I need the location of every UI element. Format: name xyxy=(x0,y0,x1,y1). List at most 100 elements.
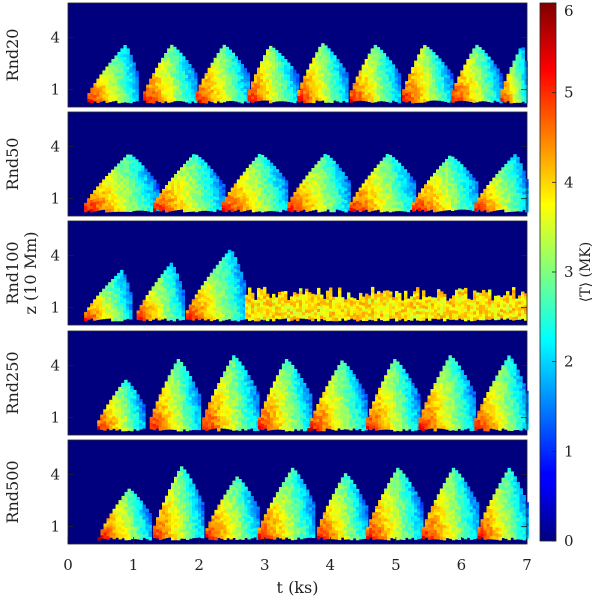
heatmap-cell xyxy=(326,206,330,210)
heatmap-cell xyxy=(349,96,354,100)
heatmap-cell xyxy=(142,308,146,313)
heatmap-cell xyxy=(478,89,482,93)
heatmap-cell xyxy=(509,73,513,77)
heatmap-cell xyxy=(117,293,121,298)
heatmap-cell xyxy=(408,94,412,99)
heatmap-cell xyxy=(486,206,490,210)
heatmap-cell xyxy=(300,91,304,95)
heatmap-cell xyxy=(469,80,473,84)
heatmap-cell xyxy=(370,57,375,61)
heatmap-cell xyxy=(510,205,514,209)
heatmap-cell xyxy=(233,183,238,187)
heatmap-cell xyxy=(299,288,303,292)
heatmap-cell xyxy=(438,70,442,74)
heatmap-cell xyxy=(342,91,346,95)
heatmap-cell xyxy=(177,188,181,192)
heatmap-cell xyxy=(507,181,511,185)
heatmap-cell xyxy=(498,179,502,183)
heatmap-cell xyxy=(126,294,130,298)
heatmap-cell xyxy=(231,85,235,90)
heatmap-cell xyxy=(213,60,217,65)
heatmap-cell xyxy=(308,192,312,197)
heatmap-cell xyxy=(117,205,121,209)
heatmap-cell xyxy=(394,180,399,185)
heatmap-cell xyxy=(161,60,165,65)
heatmap-cell xyxy=(507,178,511,182)
heatmap-cell xyxy=(191,68,195,72)
heatmap-cell xyxy=(417,75,421,79)
heatmap-cell xyxy=(266,195,271,200)
heatmap-cell xyxy=(401,303,405,307)
heatmap-cell xyxy=(332,317,336,322)
heatmap-cell xyxy=(218,300,223,304)
heatmap-cell xyxy=(521,68,525,72)
heatmap-cell xyxy=(436,181,440,185)
heatmap-cell xyxy=(326,290,330,295)
heatmap-cell xyxy=(201,84,205,88)
heatmap-cell xyxy=(368,310,372,314)
heatmap-cell xyxy=(284,195,289,199)
heatmap-cell xyxy=(186,205,190,209)
heatmap-cell xyxy=(320,187,324,191)
heatmap-cell xyxy=(254,83,258,87)
heatmap-cell xyxy=(305,294,309,299)
heatmap-cell xyxy=(263,301,267,306)
heatmap-cell xyxy=(230,317,235,321)
heatmap-cell xyxy=(373,95,378,100)
heatmap-cell xyxy=(275,175,280,179)
heatmap-cell xyxy=(370,174,375,179)
heatmap-cell xyxy=(513,208,517,212)
heatmap-cell xyxy=(406,196,411,201)
heatmap-cell xyxy=(182,92,186,96)
heatmap-cell xyxy=(269,60,273,65)
heatmap-cell xyxy=(126,193,130,197)
heatmap-cell xyxy=(463,67,467,71)
heatmap-cell xyxy=(167,78,171,82)
heatmap-cell xyxy=(129,301,133,305)
heatmap-cell xyxy=(355,201,360,205)
heatmap-cell xyxy=(516,195,520,200)
heatmap-cell xyxy=(521,47,525,51)
heatmap-cell xyxy=(296,293,300,298)
heatmap-cell xyxy=(512,69,516,73)
heatmap-cell xyxy=(315,94,319,98)
heatmap-cell xyxy=(242,280,247,284)
heatmap-cell xyxy=(207,189,211,193)
heatmap-cell xyxy=(135,82,139,87)
heatmap-cell xyxy=(376,170,381,174)
heatmap-cell xyxy=(423,99,427,103)
heatmap-cell xyxy=(460,182,464,186)
heatmap-cell xyxy=(498,182,502,186)
heatmap-cell xyxy=(90,87,94,92)
heatmap-cell xyxy=(287,318,291,322)
heatmap-cell xyxy=(388,196,393,201)
heatmap-cell xyxy=(454,89,458,93)
heatmap-cell xyxy=(394,171,399,176)
heatmap-cell xyxy=(123,45,127,49)
heatmap-cell xyxy=(167,96,171,100)
heatmap-cell xyxy=(105,93,109,97)
heatmap-cell xyxy=(251,292,255,297)
heatmap-cell xyxy=(248,98,252,102)
heatmap-cell xyxy=(142,314,146,319)
heatmap-cell xyxy=(504,178,508,183)
heatmap-cell xyxy=(218,291,223,295)
heatmap-cell xyxy=(486,203,490,207)
heatmap-cell xyxy=(398,292,402,297)
heatmap-cell xyxy=(321,49,325,53)
heatmap-cell xyxy=(149,84,153,88)
heatmap-cell xyxy=(515,84,519,88)
heatmap-cell xyxy=(269,51,273,56)
heatmap-cell xyxy=(388,66,393,70)
heatmap-cell xyxy=(263,67,267,71)
heatmap-cell xyxy=(318,76,322,81)
heatmap-cell xyxy=(102,79,106,83)
heatmap-cell xyxy=(385,98,390,102)
heatmap-cell xyxy=(248,305,252,309)
heatmap-cell xyxy=(311,296,315,301)
heatmap-cell xyxy=(522,188,526,192)
heatmap-cell xyxy=(457,85,461,89)
heatmap-cell xyxy=(436,190,440,194)
heatmap-cell xyxy=(207,177,211,181)
heatmap-cell xyxy=(414,93,418,97)
